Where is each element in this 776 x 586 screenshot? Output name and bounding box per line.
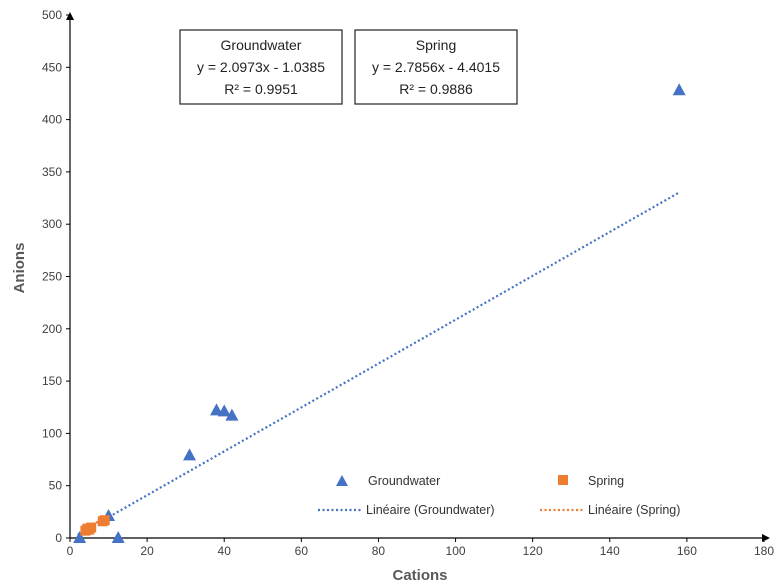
equation-box-groundwater-title: Groundwater [221, 37, 302, 53]
trendline-groundwater [77, 191, 680, 536]
y-axis-arrow [66, 12, 74, 20]
legend-groundwater-marker [336, 475, 348, 486]
y-tick-label: 150 [42, 374, 62, 388]
x-tick-label: 160 [677, 544, 697, 558]
groundwater-point [73, 531, 87, 543]
x-tick-label: 40 [218, 544, 232, 558]
equation-box-spring-title: Spring [416, 37, 456, 53]
groundwater-point [183, 448, 197, 461]
data-point-group [73, 83, 686, 543]
groundwater-point [672, 83, 686, 96]
y-tick-label: 450 [42, 60, 62, 74]
trendline-group [77, 191, 680, 536]
equation-box-spring-equation: y = 2.7856x - 4.4015 [372, 59, 500, 75]
groundwater-point [111, 531, 125, 543]
legend-groundwater-trendline-label: Linéaire (Groundwater) [366, 503, 495, 517]
equation-box-groundwater-equation: y = 2.0973x - 1.0385 [197, 59, 325, 75]
x-tick-label: 140 [600, 544, 620, 558]
groundwater-point [210, 403, 224, 416]
y-tick-group: 0 50 100 150 200 250 300 350 400 450 500 [42, 8, 70, 545]
groundwater-point [217, 404, 231, 417]
y-tick-label: 350 [42, 165, 62, 179]
legend-spring-label: Spring [588, 474, 624, 488]
y-tick-label: 100 [42, 426, 62, 440]
legend-groundwater-label: Groundwater [368, 474, 440, 488]
x-tick-label: 120 [523, 544, 543, 558]
equation-box-spring: Spring y = 2.7856x - 4.4015 R² = 0.9886 [354, 29, 518, 105]
y-tick-label: 250 [42, 270, 62, 284]
x-tick-label: 0 [67, 544, 74, 558]
x-tick-group: 0 20 40 60 80 100 120 140 160 180 [67, 538, 774, 558]
equation-box-spring-frame [354, 29, 518, 105]
y-tick-label: 0 [55, 531, 62, 545]
equation-box-spring-r2: R² = 0.9886 [399, 81, 473, 97]
axes [66, 12, 770, 542]
legend-spring-marker [558, 475, 568, 485]
y-axis-title: Anions [11, 243, 28, 294]
equation-box-groundwater: Groundwater y = 2.0973x - 1.0385 R² = 0.… [179, 29, 343, 105]
y-tick-label: 200 [42, 322, 62, 336]
x-tick-label: 80 [372, 544, 386, 558]
y-tick-label: 50 [49, 479, 63, 493]
groundwater-point [225, 408, 239, 421]
x-tick-label: 20 [140, 544, 154, 558]
x-axis-title: Cations [392, 567, 447, 584]
equation-box-groundwater-frame [179, 29, 343, 105]
legend: Groundwater Spring Linéaire (Groundwater… [318, 474, 680, 517]
x-axis-arrow [762, 534, 770, 542]
x-tick-label: 60 [295, 544, 309, 558]
spring-point [86, 522, 97, 533]
y-tick-label: 500 [42, 8, 62, 22]
y-tick-label: 300 [42, 217, 62, 231]
equation-box-groundwater-r2: R² = 0.9951 [224, 81, 298, 97]
x-tick-label: 100 [446, 544, 466, 558]
spring-point [99, 515, 110, 526]
y-tick-label: 400 [42, 113, 62, 127]
legend-spring-trendline-label: Linéaire (Spring) [588, 503, 680, 517]
x-tick-label: 180 [754, 544, 774, 558]
